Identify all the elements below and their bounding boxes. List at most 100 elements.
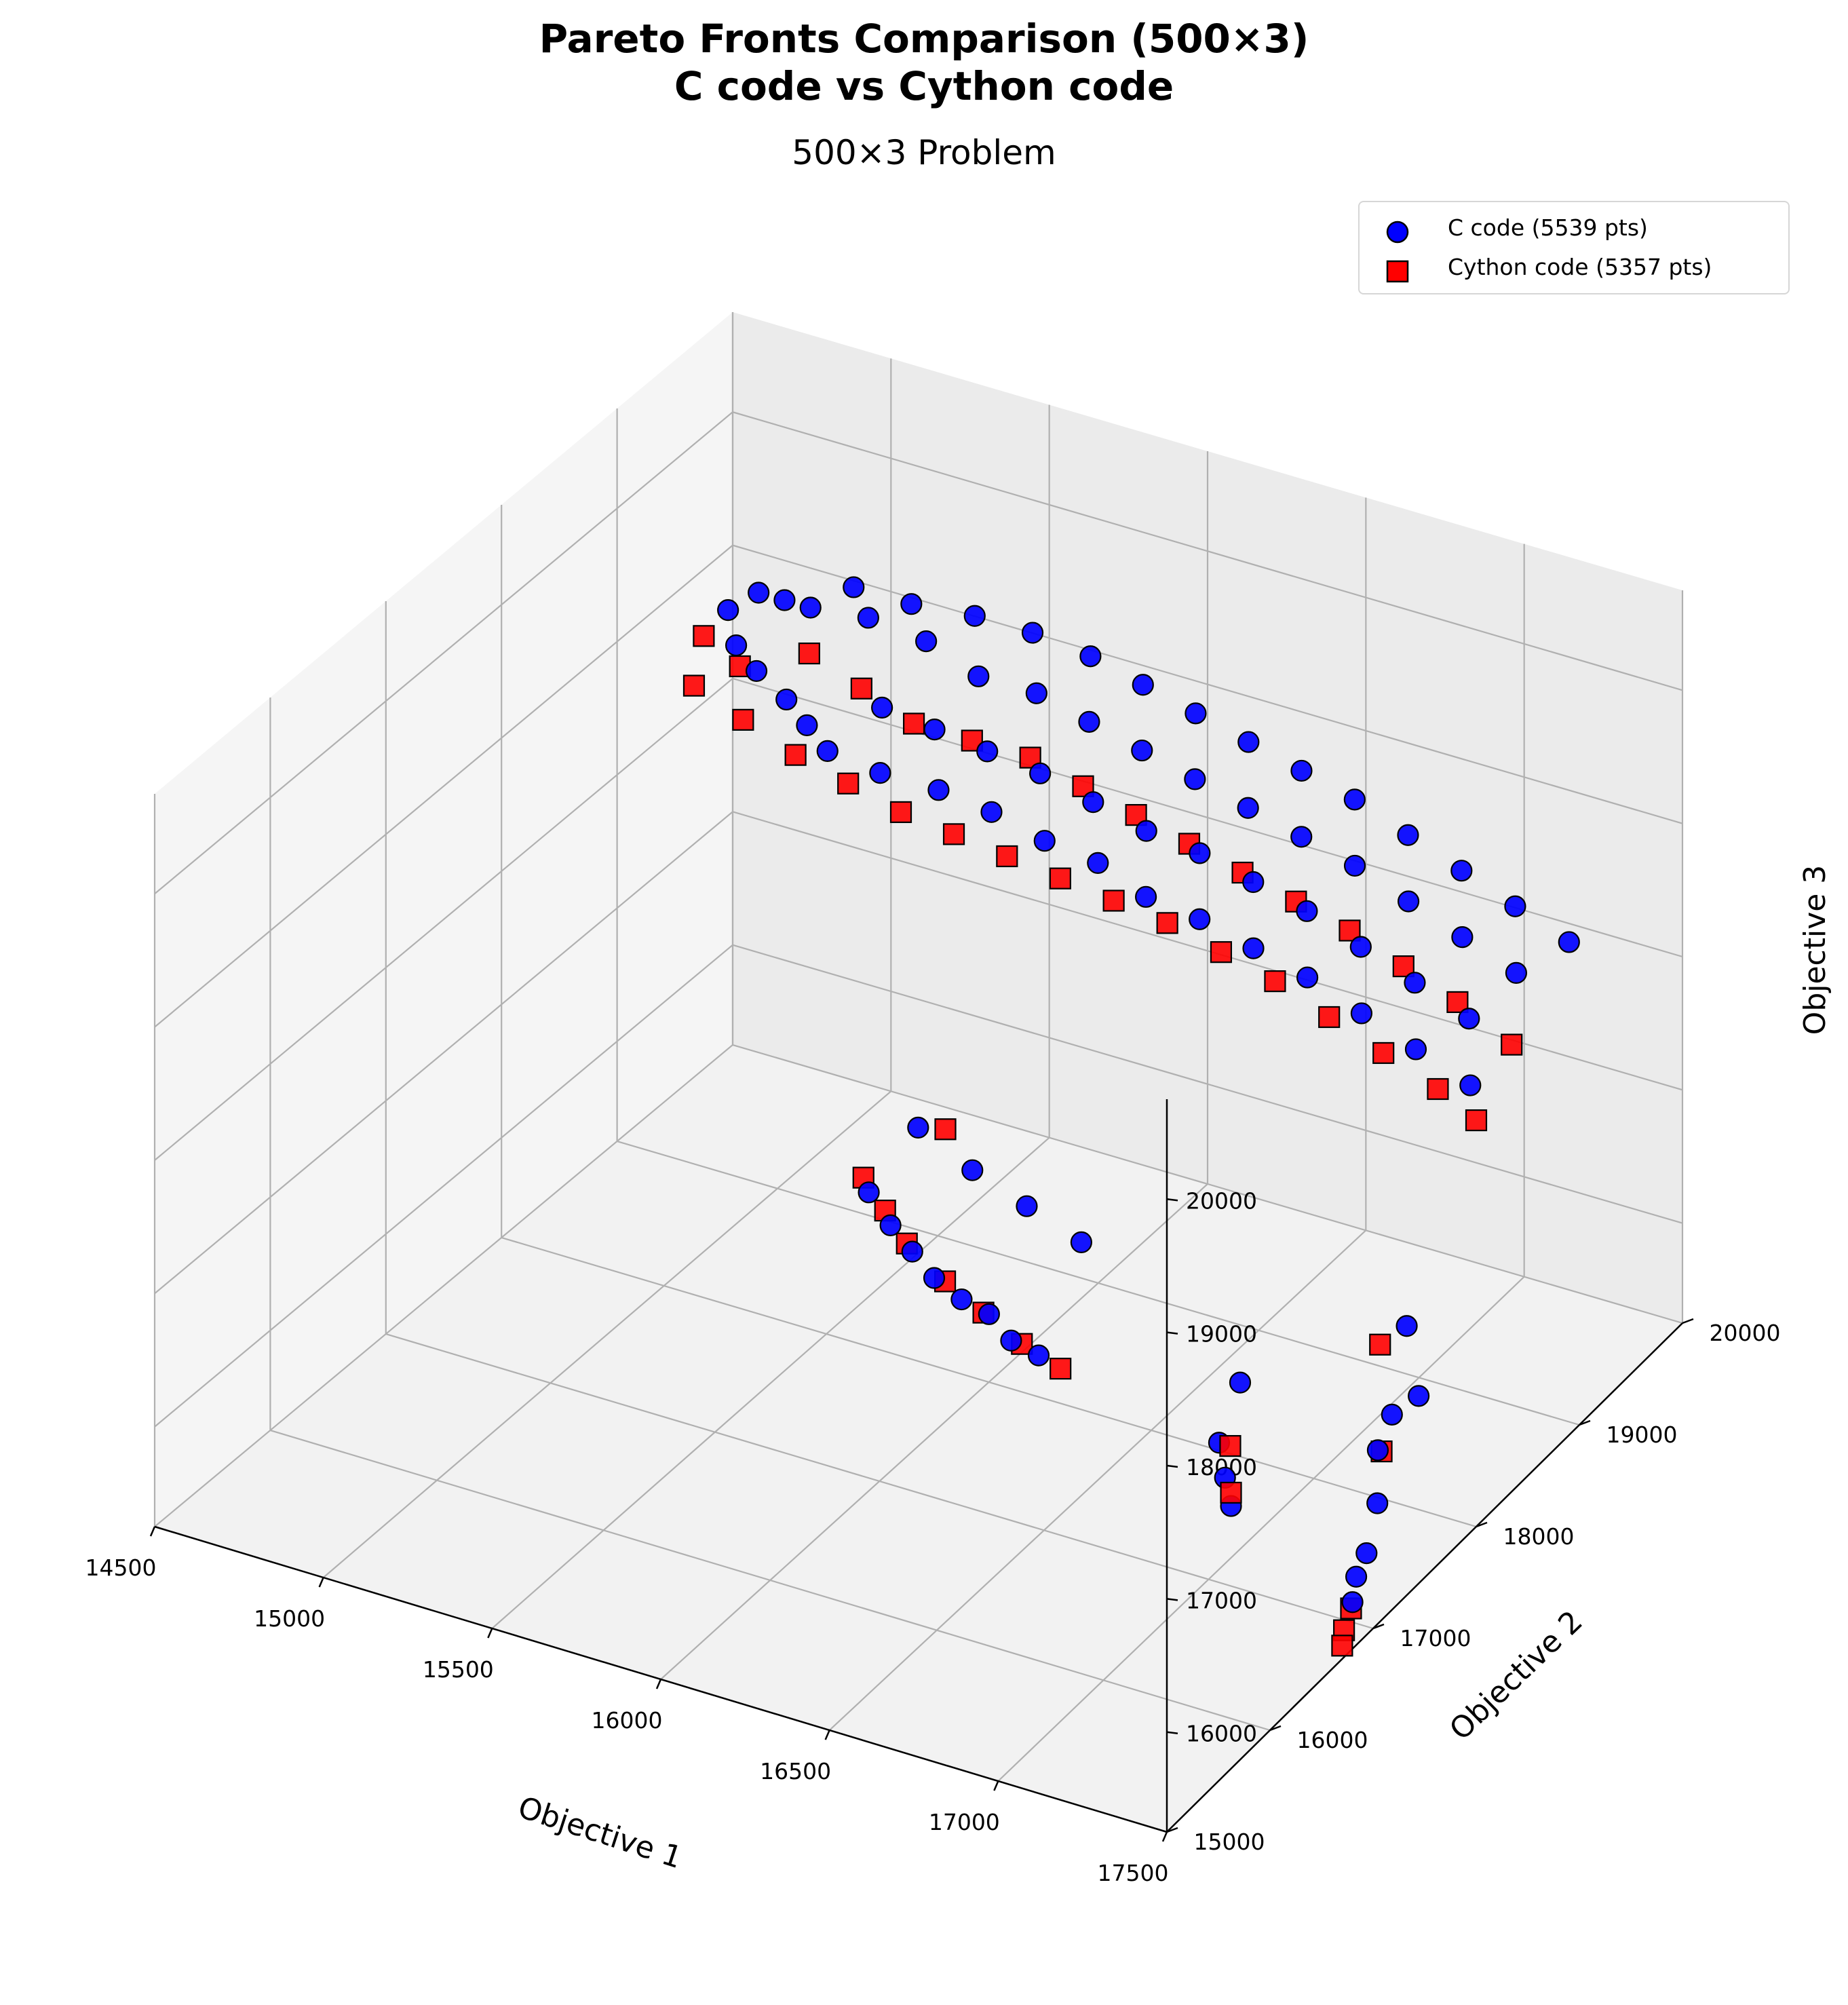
- chart-subtitle: 500×3 Problem: [792, 133, 1056, 172]
- c-code-point: [816, 740, 839, 762]
- c-code-point: [1343, 788, 1366, 811]
- z-grid-line: [154, 677, 1683, 1161]
- cython-code-point: [1427, 1077, 1449, 1101]
- z-tick-mark: [1166, 1331, 1178, 1335]
- cython-code-point: [1392, 955, 1414, 978]
- y-grid-line: [385, 601, 1374, 1630]
- c-code-point: [915, 630, 938, 653]
- z-axis-label: Objective 3: [1798, 865, 1832, 1035]
- cython-code-point: [902, 712, 925, 735]
- x-tick-mark: [1161, 1831, 1168, 1842]
- x-tick-mark: [318, 1577, 324, 1588]
- x-tick-label: 16500: [760, 1758, 831, 1784]
- c-code-point: [1345, 1565, 1368, 1588]
- c-code-point: [1131, 739, 1153, 762]
- c-code-point: [961, 1159, 984, 1181]
- x-tick-label: 16000: [592, 1707, 663, 1734]
- cython-code-point: [1318, 1006, 1341, 1029]
- c-code-point: [725, 634, 748, 657]
- c-code-point: [1397, 824, 1419, 846]
- y-tick-mark: [1372, 1623, 1385, 1630]
- y-tick-label: 16000: [1297, 1727, 1368, 1753]
- c-code-point: [1290, 826, 1313, 848]
- c-code-point: [1242, 937, 1265, 959]
- c-code-point: [775, 688, 798, 711]
- cython-code-point: [1050, 1358, 1072, 1380]
- c-code-point: [1366, 1439, 1389, 1462]
- y-tick-mark: [1579, 1419, 1591, 1426]
- legend-item-cython-code: Cython code (5357 pts): [1360, 251, 1788, 285]
- legend-square-marker: [1386, 260, 1409, 283]
- cython-code-point: [1331, 1635, 1353, 1657]
- c-code-point: [1237, 797, 1259, 819]
- cython-code-point: [1210, 941, 1233, 963]
- c-code-point: [1505, 961, 1528, 984]
- y-tick-label: 20000: [1710, 1320, 1781, 1346]
- z-tick-mark: [1166, 1731, 1178, 1734]
- z-tick-label: 19000: [1186, 1321, 1257, 1348]
- c-code-point: [1395, 1315, 1418, 1337]
- y-tick-mark: [1269, 1725, 1282, 1732]
- y-tick-label: 17000: [1400, 1625, 1471, 1651]
- c-code-point: [1025, 682, 1047, 704]
- z-tick-label: 17000: [1186, 1587, 1257, 1613]
- c-code-point: [1290, 759, 1313, 782]
- y-tick-label: 19000: [1606, 1421, 1678, 1448]
- c-code-point: [927, 779, 950, 801]
- c-code-point: [871, 696, 893, 719]
- y-tick-label: 15000: [1194, 1829, 1265, 1855]
- cython-code-point: [1264, 970, 1286, 993]
- cython-code-point: [942, 823, 965, 845]
- cython-code-point: [1501, 1033, 1523, 1056]
- cython-code-point: [798, 642, 820, 665]
- c-code-point: [1404, 972, 1426, 994]
- c-code-point: [1343, 854, 1366, 877]
- c-code-point: [1408, 1385, 1430, 1407]
- c-code-point: [717, 599, 739, 622]
- axis-panes: [155, 312, 1682, 1832]
- c-code-point: [1184, 768, 1206, 790]
- cython-code-point: [1369, 1333, 1391, 1356]
- x-tick-label: 15000: [254, 1605, 325, 1632]
- z-grid-line: [154, 544, 1683, 1028]
- cython-code-point: [784, 744, 807, 766]
- c-code-point: [1070, 1231, 1093, 1253]
- c-code-point: [1458, 1008, 1480, 1030]
- z-tick-mark: [1166, 1198, 1178, 1202]
- c-code-point: [1450, 860, 1473, 882]
- c-code-point: [923, 718, 946, 741]
- cython-code-point: [1372, 1042, 1395, 1065]
- z-tick-mark: [1166, 1464, 1178, 1468]
- x-tick-label: 14500: [85, 1554, 157, 1581]
- c-code-point: [1296, 900, 1318, 922]
- c-code-point: [1000, 1329, 1022, 1352]
- y-grid-line: [731, 312, 1683, 1324]
- c-code-point: [1237, 731, 1260, 753]
- y-tick-mark: [1682, 1318, 1694, 1324]
- x-tick-label: 15500: [423, 1656, 494, 1683]
- c-code-point: [900, 593, 923, 615]
- cython-code-point: [1156, 912, 1178, 934]
- c-code-point: [923, 1267, 946, 1289]
- z-tick-label: 20000: [1186, 1187, 1257, 1214]
- z-tick-mark: [1166, 1598, 1178, 1601]
- c-code-point: [1366, 1492, 1389, 1514]
- c-code-point: [1087, 852, 1109, 874]
- c-code-point: [748, 581, 770, 604]
- c-code-point: [1355, 1542, 1378, 1565]
- legend-circle-marker: [1386, 221, 1409, 244]
- c-code-point: [967, 665, 990, 687]
- chart-title: Pareto Fronts Comparison (500×3) C code …: [0, 15, 1848, 110]
- y-grid-line: [269, 698, 1271, 1732]
- cython-code-point: [1049, 867, 1071, 890]
- cython-code-point: [693, 625, 715, 647]
- c-code-point: [1397, 890, 1420, 913]
- x-tick-mark: [655, 1679, 662, 1689]
- chart-title-line-2: C code vs Cython code: [674, 63, 1174, 109]
- c-code-point: [1078, 710, 1100, 733]
- c-code-point: [857, 607, 879, 629]
- cython-code-point: [1102, 890, 1125, 912]
- c-code-point: [1079, 645, 1102, 668]
- y-grid-line: [616, 408, 1580, 1426]
